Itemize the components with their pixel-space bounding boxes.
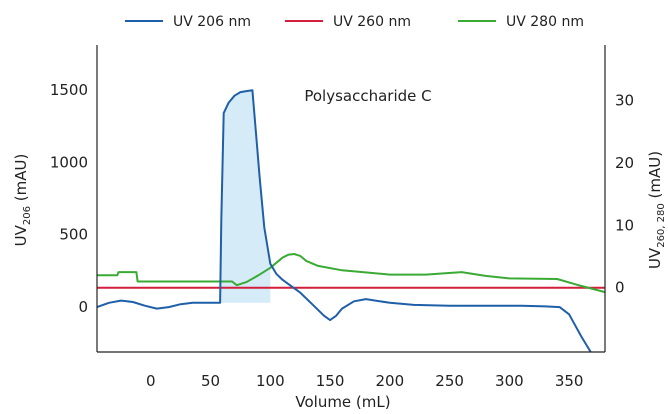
series-line-uv-280-nm <box>97 253 606 294</box>
y-left-tick-label: 1500 <box>50 81 88 99</box>
x-tick-label: 0 <box>146 372 156 390</box>
legend-label: UV 280 nm <box>506 14 584 30</box>
x-tick-label: 350 <box>555 372 584 390</box>
x-tick-label: 150 <box>316 372 345 390</box>
peak-fill-polysaccharide-c <box>220 90 271 303</box>
x-axis-label: Volume (mL) <box>295 393 390 411</box>
x-tick-label: 250 <box>435 372 464 390</box>
peak-annotation: Polysaccharide C <box>304 87 431 105</box>
y-axis-left-label: UV206 (mAU) <box>12 154 33 247</box>
legend-label: UV 260 nm <box>333 14 411 30</box>
y-right-tick-label: 30 <box>615 92 634 110</box>
peak-fill-area <box>220 90 271 303</box>
y-left-tick-label: 1000 <box>50 153 88 171</box>
y-right-tick-label: 10 <box>615 216 634 234</box>
y-left-tick-label: 0 <box>78 298 88 316</box>
axes: 0 50 100 150 200 250 300 350 0 500 1000 1500 0 10 20 30 <box>50 45 634 390</box>
x-tick-label: 300 <box>495 372 524 390</box>
legend-label: UV 206 nm <box>173 14 251 30</box>
series-lines <box>96 89 606 353</box>
y-right-tick-label: 0 <box>615 279 625 297</box>
y-axis-right-label: UV260, 280 (mAU) <box>646 151 667 269</box>
y-right-tick-label: 20 <box>615 154 634 172</box>
x-tick-label: 200 <box>376 372 405 390</box>
x-tick-label: 100 <box>256 372 285 390</box>
x-tick-label: 50 <box>201 372 220 390</box>
svg-text:UV206 (mAU): UV206 (mAU) <box>12 154 33 247</box>
y-left-tick-label: 500 <box>59 226 88 244</box>
series-line-uv-206-nm <box>96 89 592 353</box>
svg-text:UV260, 280 (mAU): UV260, 280 (mAU) <box>646 151 667 269</box>
legend: UV 206 nm UV 260 nm UV 280 nm <box>125 14 584 30</box>
